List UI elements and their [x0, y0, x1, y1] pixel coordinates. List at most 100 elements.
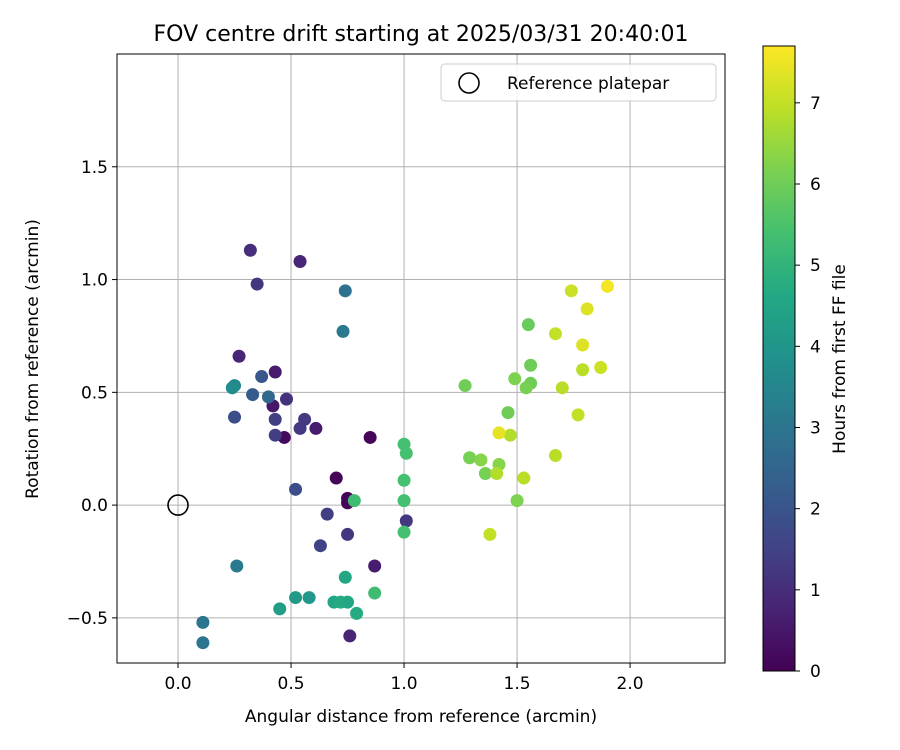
data-point [250, 277, 264, 291]
data-point [501, 406, 515, 420]
plot-frame [116, 53, 726, 664]
data-point [280, 392, 294, 406]
legend: Reference platepar [440, 63, 717, 102]
data-point [368, 559, 382, 573]
data-point [230, 559, 244, 573]
data-point [228, 410, 242, 424]
data-point [519, 381, 533, 395]
data-point [576, 338, 590, 352]
data-point [580, 302, 594, 316]
data-point [246, 388, 260, 402]
colorbar-tick-label: 5 [810, 256, 821, 276]
data-point [399, 446, 413, 460]
grid [117, 54, 725, 663]
plot-area [117, 54, 725, 663]
colorbar-gradient [762, 45, 796, 672]
legend-marker-reference [458, 72, 480, 94]
data-point [255, 370, 269, 384]
data-point [555, 381, 569, 395]
data-point [524, 358, 538, 372]
data-point [293, 421, 307, 435]
colorbar-tick-label: 6 [810, 175, 821, 195]
x-tick-label: 0.5 [278, 674, 305, 694]
data-point [510, 494, 524, 508]
colorbar-tick-label: 1 [810, 581, 821, 601]
y-tick-label: 0.0 [81, 496, 108, 516]
data-point [490, 467, 504, 481]
data-point [503, 428, 517, 442]
data-point [571, 408, 585, 422]
data-point [313, 539, 327, 553]
data-point [289, 482, 303, 496]
data-point [338, 284, 352, 298]
legend-label-reference: Reference platepar [507, 74, 669, 94]
data-point [293, 255, 307, 269]
data-point [594, 361, 608, 375]
data-point [268, 428, 282, 442]
data-point [399, 514, 413, 528]
data-point [368, 586, 382, 600]
data-point [309, 421, 323, 435]
data-point [483, 527, 497, 541]
y-tick-label: 1.5 [81, 158, 108, 178]
colorbar-label: Hours from first FF file [830, 264, 850, 454]
data-point [397, 494, 411, 508]
data-point [289, 591, 303, 605]
data-point [350, 606, 364, 620]
x-tick-label: 2.0 [617, 674, 644, 694]
data-point [302, 591, 316, 605]
data-point [336, 324, 350, 338]
y-axis-label: Rotation from reference (arcmin) [23, 219, 43, 499]
data-point [576, 363, 590, 377]
data-point [225, 381, 239, 395]
colorbar-tick-label: 3 [810, 418, 821, 438]
colorbar-tick-label: 2 [810, 500, 821, 520]
data-point [347, 494, 361, 508]
reference-platepar-marker [167, 494, 189, 516]
colorbar-tick-label: 4 [810, 337, 821, 357]
data-point [320, 507, 334, 521]
data-point [508, 372, 522, 386]
data-point [600, 279, 614, 293]
data-point [517, 471, 531, 485]
legend-box [440, 63, 717, 102]
x-tick-label: 1.0 [391, 674, 418, 694]
colorbar-tick-label: 0 [810, 662, 821, 682]
data-point [564, 284, 578, 298]
data-point [458, 379, 472, 393]
data-point [397, 473, 411, 487]
x-axis-label: Angular distance from reference (arcmin) [245, 707, 597, 727]
colorbar-tick-label: 7 [810, 94, 821, 114]
data-point [521, 318, 535, 332]
chart-title: FOV centre drift starting at 2025/03/31 … [154, 22, 689, 47]
data-point [261, 390, 275, 404]
x-tick-label: 0.0 [165, 674, 192, 694]
data-point [273, 602, 287, 616]
y-tick-label: −0.5 [67, 609, 108, 629]
data-point [548, 448, 562, 462]
data-point [343, 629, 357, 643]
data-point [268, 365, 282, 379]
data-point [548, 327, 562, 341]
data-point [397, 525, 411, 539]
data-point [338, 570, 352, 584]
data-point [341, 595, 355, 609]
colorbar: 0 1 2 3 4 5 6 7 Hours from first FF file [762, 45, 850, 682]
y-tick-label: 1.0 [81, 271, 108, 291]
data-point [463, 451, 477, 465]
data-point [474, 453, 488, 467]
data-point [243, 243, 257, 257]
y-tick-label: 0.5 [81, 383, 108, 403]
data-point [268, 412, 282, 426]
data-point [232, 349, 246, 363]
data-point [196, 636, 210, 650]
data-point [196, 615, 210, 629]
x-tick-label: 1.5 [504, 674, 531, 694]
data-point [363, 430, 377, 444]
axis-ticks: 0.0 0.5 1.0 1.5 2.0 −0.5 0.0 0.5 1.0 1.5 [67, 158, 644, 694]
data-point [478, 467, 492, 481]
scatter-points [196, 243, 614, 650]
data-point [329, 471, 343, 485]
data-point [492, 426, 506, 440]
